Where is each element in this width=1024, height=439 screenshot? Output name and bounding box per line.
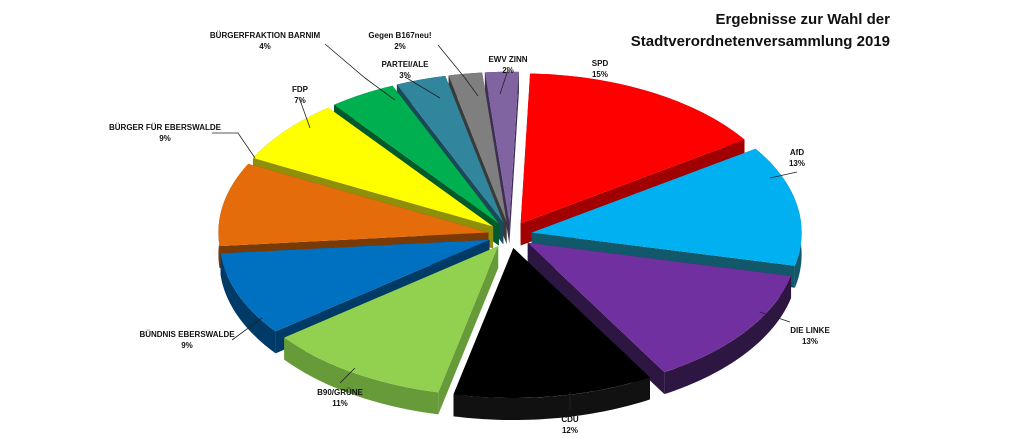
slice-label-bürger-für-eberswalde: BÜRGER FÜR EBERSWALDE <box>109 123 222 132</box>
slice-label-bündnis-eberswalde: BÜNDNIS EBERSWALDE <box>139 330 235 339</box>
slice-label-gegen-b167neu-: Gegen B167neu! <box>368 31 431 40</box>
slice-label-fdp: FDP <box>292 85 309 94</box>
leader-line-bündnis-eberswalde <box>231 317 263 341</box>
leader-line-gegen-b167neu- <box>437 44 479 97</box>
slice-value-bürgerfraktion-barnim: 4% <box>259 42 271 51</box>
slice-label-b90-grüne: B90/GRÜNE <box>317 388 363 397</box>
leader-line-ewv-zinn <box>499 69 509 95</box>
slice-label-bürgerfraktion-barnim: BÜRGERFRAKTION BARNIM <box>210 31 321 40</box>
slice-value-partei-ale: 3% <box>399 71 411 80</box>
leader-line-b90-grüne <box>339 367 356 384</box>
slice-label-afd: AfD <box>790 148 804 157</box>
slice-label-ewv-zinn: EWV ZINN <box>488 55 527 64</box>
leader-line-partei-ale <box>404 76 441 99</box>
leader-lines <box>212 43 798 410</box>
slice-label-partei-ale: PARTEI/ALE <box>382 60 430 69</box>
leader-line-bürger-für-eberswalde <box>212 132 256 159</box>
pie-slice-b90-grüne <box>284 246 499 415</box>
pie-slices <box>218 71 802 421</box>
pie-slice-die-linke <box>527 242 792 395</box>
chart-title-line-1: Ergebnisse zur Wahl der <box>716 11 891 28</box>
slice-value-ewv-zinn: 2% <box>502 66 514 75</box>
slice-value-die-linke: 13% <box>802 337 818 346</box>
slice-value-fdp: 7% <box>294 96 306 105</box>
slice-value-afd: 13% <box>789 159 805 168</box>
pie-slice-ewv-zinn <box>484 71 519 244</box>
pie-slice-cdu <box>453 248 650 421</box>
slice-label-die-linke: DIE LINKE <box>790 326 830 335</box>
leader-line-bürgerfraktion-barnim <box>324 43 396 101</box>
slice-value-gegen-b167neu-: 2% <box>394 42 406 51</box>
slice-value-bündnis-eberswalde: 9% <box>181 341 193 350</box>
leader-line-fdp <box>299 99 311 129</box>
slice-labels: SPD 15% AfD 13% DIE LINKE 13% CDU 12% B90/GRÜNE 1… <box>109 31 830 435</box>
leader-line-die-linke <box>759 311 791 323</box>
slice-value-spd: 15% <box>592 70 608 79</box>
slice-label-spd: SPD <box>592 59 609 68</box>
slice-value-bürger-für-eberswalde: 9% <box>159 134 171 143</box>
slice-value-cdu: 12% <box>562 426 578 435</box>
chart-title-line-2: Stadtverordnetenversammlung 2019 <box>631 33 890 50</box>
slice-value-b90-grüne: 11% <box>332 399 348 408</box>
slice-label-cdu: CDU <box>561 415 579 424</box>
leader-line-afd <box>769 171 798 179</box>
